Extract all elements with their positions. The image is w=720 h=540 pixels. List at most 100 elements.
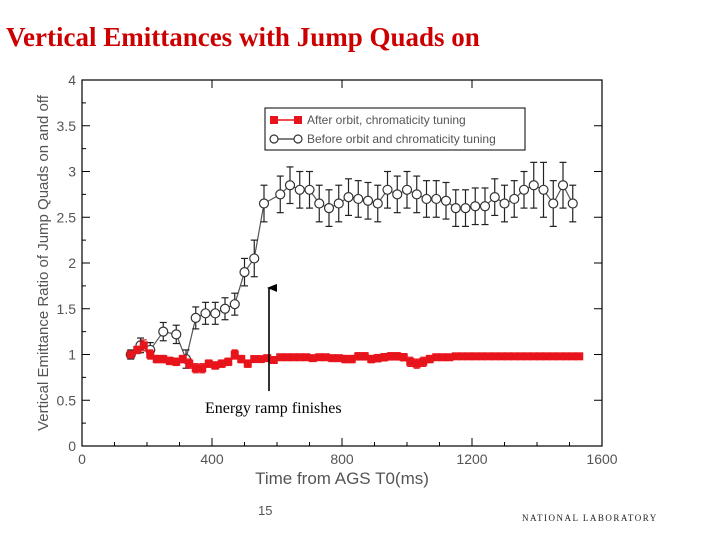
data-point <box>243 359 252 368</box>
y-tick-label: 0.5 <box>57 392 77 408</box>
data-point <box>126 350 135 359</box>
data-point <box>219 303 231 314</box>
data-point <box>411 189 422 200</box>
y-tick-label: 3.5 <box>57 118 77 134</box>
x-tick-label: 400 <box>200 451 224 467</box>
data-point <box>431 193 442 205</box>
x-axis: 0 400 800 1200 1600 <box>78 80 618 467</box>
slide-title: Vertical Emittances with Jump Quads on <box>6 22 480 52</box>
y-tick-label: 1 <box>68 347 76 363</box>
y-tick-label: 1.5 <box>57 301 77 317</box>
data-point <box>250 355 259 364</box>
data-point <box>263 354 272 363</box>
data-point <box>159 355 168 364</box>
data-point <box>224 357 233 366</box>
data-point <box>198 364 207 373</box>
x-tick-label: 0 <box>78 451 86 467</box>
legend-swatch-marker <box>294 116 302 124</box>
data-point <box>460 203 471 214</box>
data-point <box>284 180 296 191</box>
data-point <box>450 203 461 214</box>
data-point <box>304 184 315 195</box>
data-point <box>158 326 169 337</box>
data-point <box>393 352 402 361</box>
data-point <box>557 180 569 191</box>
data-point <box>477 352 486 361</box>
data-point <box>315 353 324 362</box>
data-point <box>538 184 549 195</box>
y-axis: 0 0.5 1 1.5 2 2.5 3 3.5 4 <box>57 72 602 454</box>
data-point <box>276 353 285 362</box>
y-tick-label: 4 <box>68 72 76 88</box>
annotation-label: Energy ramp finishes <box>205 400 342 417</box>
data-point <box>549 352 558 361</box>
data-point <box>210 308 221 319</box>
data-point <box>152 355 161 364</box>
data-point <box>294 184 305 195</box>
data-point <box>542 352 551 361</box>
data-point <box>341 355 350 364</box>
data-point <box>314 198 325 209</box>
data-point <box>401 184 413 195</box>
data-point <box>229 299 240 310</box>
series-before-tuning <box>125 161 578 369</box>
data-point <box>191 364 200 373</box>
data-point <box>490 352 499 361</box>
legend-label: Before orbit and chromaticity tuning <box>307 132 496 146</box>
data-point <box>372 198 383 209</box>
data-point <box>321 353 330 362</box>
data-point <box>555 352 564 361</box>
data-point <box>333 198 344 209</box>
data-point <box>399 353 408 362</box>
data-point <box>471 352 480 361</box>
series-layer <box>125 161 584 374</box>
y-axis-label: Vertical Emittance Ratio of Jump Quads o… <box>35 94 52 431</box>
data-point <box>412 359 421 368</box>
data-point <box>200 308 211 319</box>
data-point <box>367 355 376 364</box>
data-point <box>354 352 363 361</box>
y-tick-label: 2 <box>68 255 76 271</box>
data-point <box>171 329 182 340</box>
data-point <box>516 352 525 361</box>
data-point <box>230 350 239 359</box>
x-tick-label: 1200 <box>456 451 487 467</box>
data-point <box>334 354 343 363</box>
data-point <box>445 353 454 362</box>
data-point <box>211 361 220 370</box>
data-point <box>323 203 335 214</box>
data-point <box>458 352 467 361</box>
data-point <box>470 201 481 212</box>
data-point <box>499 198 510 209</box>
data-point <box>509 193 520 205</box>
x-axis-label: Time from AGS T0(ms) <box>255 469 429 488</box>
legend-swatch-marker <box>270 116 278 124</box>
y-tick-label: 2.5 <box>57 209 77 225</box>
data-point <box>289 353 298 362</box>
data-point <box>165 356 174 365</box>
data-point <box>489 192 500 203</box>
data-point <box>256 355 265 364</box>
data-point <box>239 267 250 278</box>
data-point <box>425 355 434 364</box>
data-point <box>484 352 493 361</box>
data-point <box>204 359 213 368</box>
data-point <box>536 352 545 361</box>
data-point <box>528 180 539 191</box>
data-point <box>523 352 532 361</box>
data-point <box>302 353 311 362</box>
data-point <box>380 353 389 362</box>
legend-box <box>264 107 526 151</box>
data-point <box>249 253 260 264</box>
legend-swatch-marker <box>293 134 303 144</box>
data-point <box>360 352 369 361</box>
x-tick-label: 800 <box>330 451 354 467</box>
data-point <box>518 184 530 195</box>
data-point <box>503 352 512 361</box>
annotation: Energy ramp finishes <box>205 283 342 417</box>
data-point <box>258 198 270 209</box>
data-point <box>392 189 403 200</box>
data-point <box>133 345 142 354</box>
data-point <box>373 354 382 363</box>
